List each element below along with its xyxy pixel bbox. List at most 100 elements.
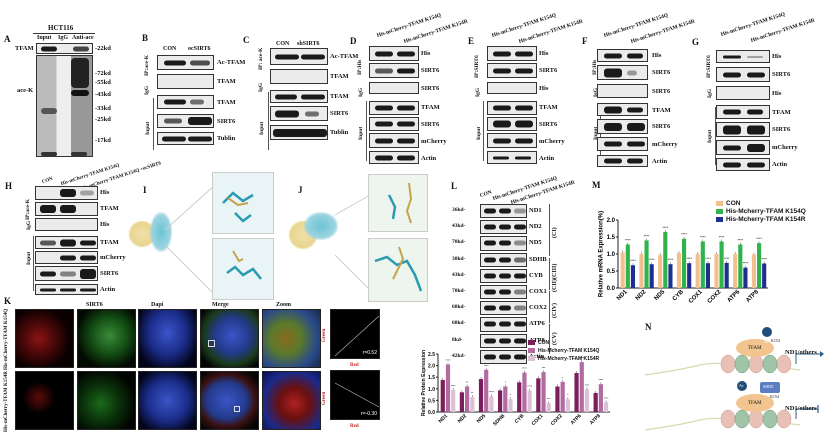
row-label: SIRT6 [539, 67, 558, 74]
complex-label: (CII)(CIII) [552, 263, 558, 292]
svg-text:SDHB: SDHB [492, 413, 507, 428]
blot-row [35, 218, 98, 231]
blot-row [157, 95, 214, 109]
svg-text:COX2: COX2 [550, 413, 564, 427]
structure-zoom-top [212, 172, 274, 234]
svg-text:****: **** [649, 258, 655, 262]
row-label: SIRT6 [100, 270, 119, 277]
row-label: SIRT6 [421, 85, 440, 92]
marker: -43kd [95, 91, 111, 98]
svg-text:0.0: 0.0 [428, 410, 435, 416]
svg-text:***: *** [542, 366, 546, 370]
blot-row [597, 137, 648, 151]
blot-row [369, 46, 419, 61]
group-label: IP:ace-K [25, 198, 31, 220]
structure-zoom-bottom [368, 238, 428, 302]
legend-item: His-Mcherry-TFAM K154R [528, 356, 599, 362]
row-label: TFAM [772, 109, 791, 116]
svg-text:****: **** [743, 262, 749, 266]
molecular-weight: 68kd- [452, 304, 466, 311]
row-label: SIRT6 [217, 118, 236, 125]
blot-row [480, 317, 527, 332]
svg-text:ND5: ND5 [654, 289, 667, 302]
mrna-expression-chart: 0.0 0.5 1.0 1.5 2.0 Relative mRNA Expression(… [588, 200, 824, 310]
target-label: ND1/others [785, 405, 817, 412]
column-label: Merge [212, 302, 229, 308]
row-label: ATP8 [529, 336, 545, 344]
blot-row [487, 151, 537, 164]
row-label: His-mCherry-TFAM K154R [4, 371, 9, 432]
blot-row [480, 220, 527, 235]
blot-row [480, 204, 527, 219]
blot-row [716, 67, 770, 82]
row-label: His [421, 50, 431, 57]
svg-text:*: * [562, 376, 564, 380]
structure-zoom-top [368, 174, 428, 232]
row-label: SIRT6 [652, 88, 671, 95]
blot-row [480, 268, 527, 283]
row-label: Ac-TFAM [330, 53, 359, 60]
row-label: TFAM [100, 205, 119, 212]
axis-label: Green [322, 328, 327, 342]
blot-row [369, 117, 419, 131]
svg-text:****: **** [705, 257, 711, 261]
svg-text:1.5: 1.5 [607, 235, 616, 241]
row-label: SIRT6 [772, 71, 791, 78]
row-label: His-mCherry-TFAM K154Q [4, 308, 9, 370]
svg-text:2.0: 2.0 [607, 218, 616, 224]
group-bracket [483, 101, 484, 161]
group-label: IgG [707, 88, 713, 98]
molecular-weight: 42kd- [452, 352, 466, 359]
protein-label: TFAM [748, 346, 762, 351]
svg-text:ATP6: ATP6 [727, 289, 742, 304]
row-label: Tublin [217, 135, 236, 142]
row-label: mCherry [652, 141, 678, 148]
panel-label: E [468, 36, 475, 46]
row-label: mCherry [421, 138, 447, 145]
legend-label: His-Mcherry-TFAM K154R [726, 216, 806, 223]
legend-label: His-Mcherry-TFAM K154R [538, 356, 600, 362]
svg-text:0.5: 0.5 [428, 398, 435, 404]
svg-text:ND1: ND1 [438, 413, 449, 424]
row-label: TFAM [217, 99, 236, 106]
row-label: mCherry [100, 254, 126, 261]
row-label: His [772, 90, 782, 97]
panel-label: D [350, 36, 357, 46]
svg-text:****: **** [579, 356, 585, 360]
enzyme-label: SIRT6 [763, 384, 774, 389]
marker: -55kd [95, 79, 111, 86]
panel-label: B [142, 33, 149, 43]
row-label: His [539, 50, 549, 57]
svg-text:****: **** [630, 259, 636, 263]
row-label: ND1 [529, 207, 542, 214]
row-label: mCherry [539, 138, 565, 145]
group-label: IP: ace-K [258, 47, 264, 70]
row-label: His [772, 53, 782, 60]
blot-row [157, 55, 214, 70]
svg-text:2.0: 2.0 [428, 364, 435, 370]
panel-label: J [298, 185, 303, 195]
blot-row [716, 50, 770, 63]
image-sirt6-k154r [77, 371, 136, 430]
image-zoom-k154r [262, 371, 321, 430]
marker: -33kd [95, 105, 111, 112]
group-label: Input [259, 121, 265, 135]
legend-swatch [716, 208, 723, 214]
svg-text:****: **** [451, 384, 457, 388]
row-label: TFAM [421, 104, 440, 111]
blot-row [480, 301, 527, 316]
row-label: TFAM [15, 45, 34, 52]
blot-row [716, 122, 770, 137]
site-label: K154 [770, 394, 779, 399]
correlation-value: r=0.52 [362, 350, 377, 356]
svg-text:****: **** [663, 226, 669, 230]
svg-text:0.5: 0.5 [607, 269, 616, 275]
group-label: Input [707, 129, 713, 143]
blot-row [597, 119, 648, 134]
row-label: TFAM [539, 104, 558, 111]
blot-row [597, 49, 648, 62]
row-label: Ac-TFAM [217, 59, 246, 66]
group-label: Input [358, 126, 364, 140]
blot-row [487, 117, 537, 131]
